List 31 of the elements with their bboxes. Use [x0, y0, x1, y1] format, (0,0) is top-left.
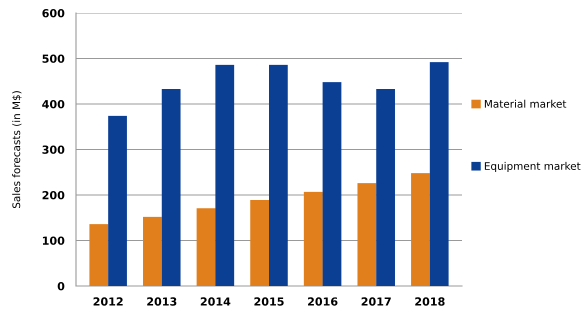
bar [430, 62, 449, 286]
bar [411, 173, 430, 286]
bar [357, 183, 376, 286]
bar [108, 116, 127, 286]
y-tick-label: 200 [42, 190, 64, 200]
y-tick-label: 500 [42, 54, 64, 63]
x-tick-label: 2018 [415, 297, 445, 306]
bar [250, 200, 269, 286]
bar [304, 192, 323, 286]
legend-label: Material market [484, 100, 566, 108]
x-tick-label: 2015 [254, 297, 284, 306]
bar [196, 208, 216, 286]
y-tick-label: 400 [42, 100, 64, 108]
bar [143, 216, 162, 286]
legend-label: Equipment market [484, 162, 580, 172]
x-tick-label: 2014 [200, 297, 230, 306]
bar [322, 82, 342, 286]
bar [89, 224, 108, 286]
x-tick-label: 2017 [362, 297, 391, 306]
x-tick-label: 2016 [308, 297, 338, 306]
y-tick-label: 0 [58, 282, 64, 290]
y-tick-label: 100 [42, 236, 64, 245]
y-tick-label: 300 [42, 145, 64, 154]
bar [376, 88, 395, 286]
x-tick-label: 2012 [94, 297, 123, 306]
bar [215, 64, 234, 286]
x-tick-label: 2013 [147, 297, 176, 306]
y-tick-label: 600 [42, 8, 64, 18]
bar [162, 88, 181, 286]
bar [269, 64, 288, 286]
y-axis-title: Sales forecasts (in M$) [12, 91, 22, 208]
